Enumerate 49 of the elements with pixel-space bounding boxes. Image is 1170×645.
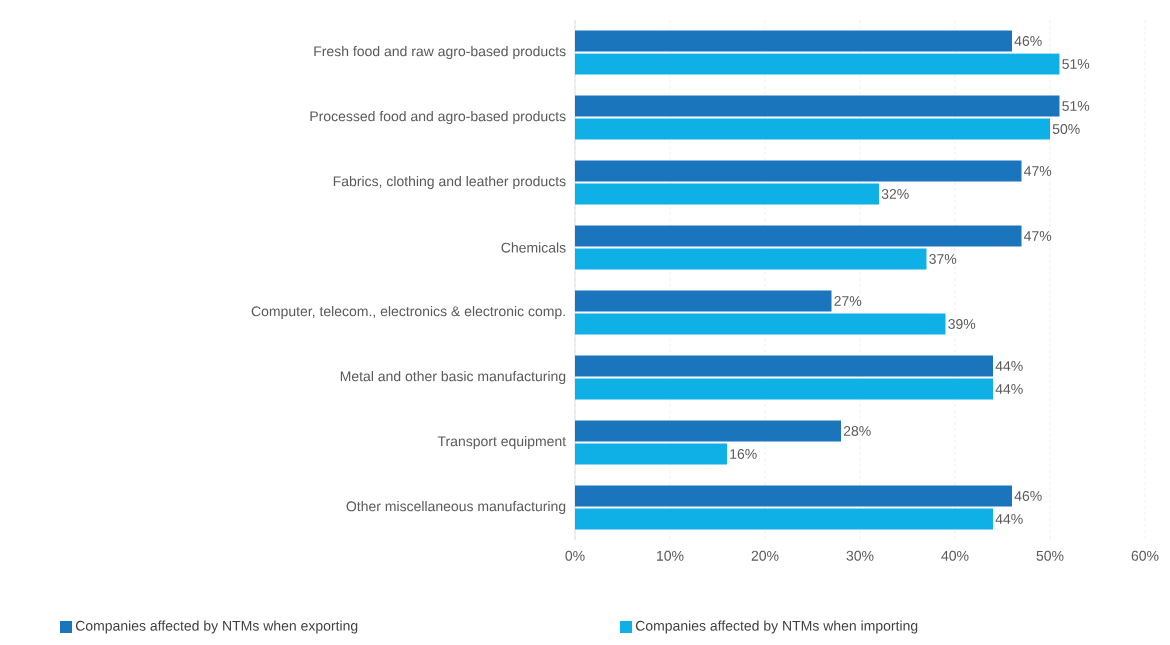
bar	[575, 30, 1012, 52]
y-tick-label: Fabrics, clothing and leather products	[333, 175, 566, 190]
legend-label: Companies affected by NTMs when importing	[635, 620, 918, 634]
y-tick-label: Fresh food and raw agro-based products	[314, 45, 566, 60]
bar	[575, 53, 1060, 75]
bar	[575, 248, 927, 270]
bar	[575, 508, 993, 530]
data-label: 47%	[1024, 231, 1052, 241]
x-tick-label: 0%	[565, 550, 585, 561]
x-tick-label: 10%	[657, 550, 684, 561]
bar	[575, 420, 841, 442]
bar	[575, 118, 1050, 140]
data-label: 39%	[948, 319, 976, 329]
data-label: 28%	[843, 426, 871, 436]
legend-label: Companies affected by NTMs when exporting	[75, 620, 358, 634]
y-tick-label: Computer, telecom., electronics & electronic comp.	[251, 305, 565, 320]
x-tick-label: 60%	[1131, 550, 1159, 561]
y-tick-label: Transport equipment	[437, 435, 567, 450]
bar	[575, 443, 727, 465]
bar	[575, 183, 879, 205]
x-tick-label: 50%	[1036, 550, 1064, 561]
data-label: 32%	[881, 189, 909, 199]
bar	[575, 355, 993, 377]
y-tick-label: Metal and other basic manufacturing	[340, 370, 566, 385]
bar	[575, 95, 1060, 117]
bar	[575, 225, 1022, 247]
y-tick-label: Other miscellaneous manufacturing	[346, 500, 566, 515]
data-label: 44%	[995, 361, 1023, 371]
data-label: 46%	[1014, 36, 1042, 46]
data-label: 51%	[1062, 101, 1090, 111]
bar	[575, 160, 1022, 182]
bar	[575, 485, 1012, 507]
y-tick-label: Processed food and agro-based products	[310, 110, 566, 125]
bar	[575, 378, 993, 400]
data-label: 51%	[1062, 59, 1090, 69]
x-tick-label: 20%	[751, 550, 779, 561]
y-tick-label: Chemicals	[501, 242, 566, 253]
data-label: 47%	[1024, 166, 1052, 176]
data-label: 16%	[730, 449, 757, 459]
data-label: 46%	[1014, 491, 1042, 501]
data-label: 37%	[929, 254, 957, 264]
data-label: 50%	[1052, 124, 1080, 134]
data-label: 27%	[834, 296, 862, 306]
bar	[575, 313, 946, 335]
data-label: 44%	[995, 514, 1023, 524]
x-tick-label: 40%	[941, 550, 969, 561]
bar	[575, 290, 832, 312]
data-label: 44%	[995, 384, 1023, 394]
x-tick-label: 30%	[846, 550, 874, 561]
